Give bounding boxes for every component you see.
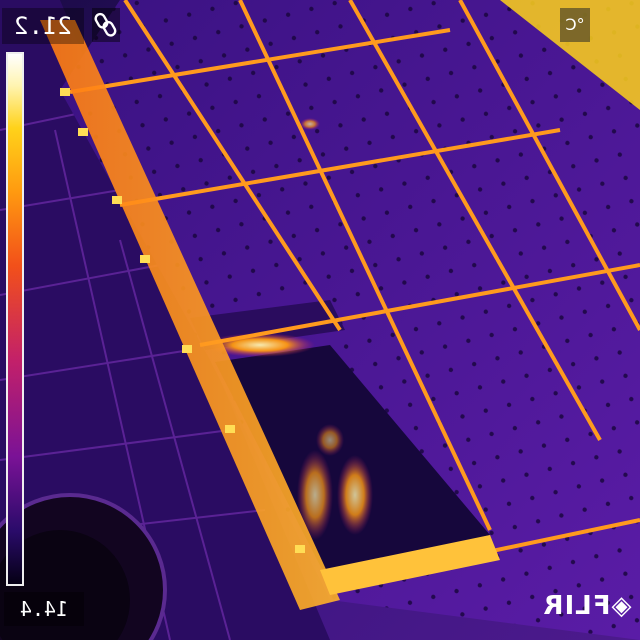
link-icon[interactable] <box>92 8 120 42</box>
min-temperature-label: 14.4 <box>4 592 84 626</box>
unit-badge: °C <box>560 8 590 42</box>
brand-logo: ◈FLIR <box>540 584 634 628</box>
brand-name: FLIR <box>542 591 611 621</box>
max-temperature-label: 21.2 <box>2 8 84 44</box>
brand-text: ◈FLIR <box>540 584 634 628</box>
panel-array-cells <box>60 0 640 640</box>
hot-corner <box>500 0 640 110</box>
hot-bottom-rail <box>320 535 500 595</box>
mount-clamps <box>60 88 305 553</box>
hot-edge-rail <box>40 20 340 610</box>
diamond-icon: ◈ <box>610 591 632 621</box>
round-vent-inner <box>0 530 130 640</box>
temperature-scale-bar <box>6 52 24 586</box>
